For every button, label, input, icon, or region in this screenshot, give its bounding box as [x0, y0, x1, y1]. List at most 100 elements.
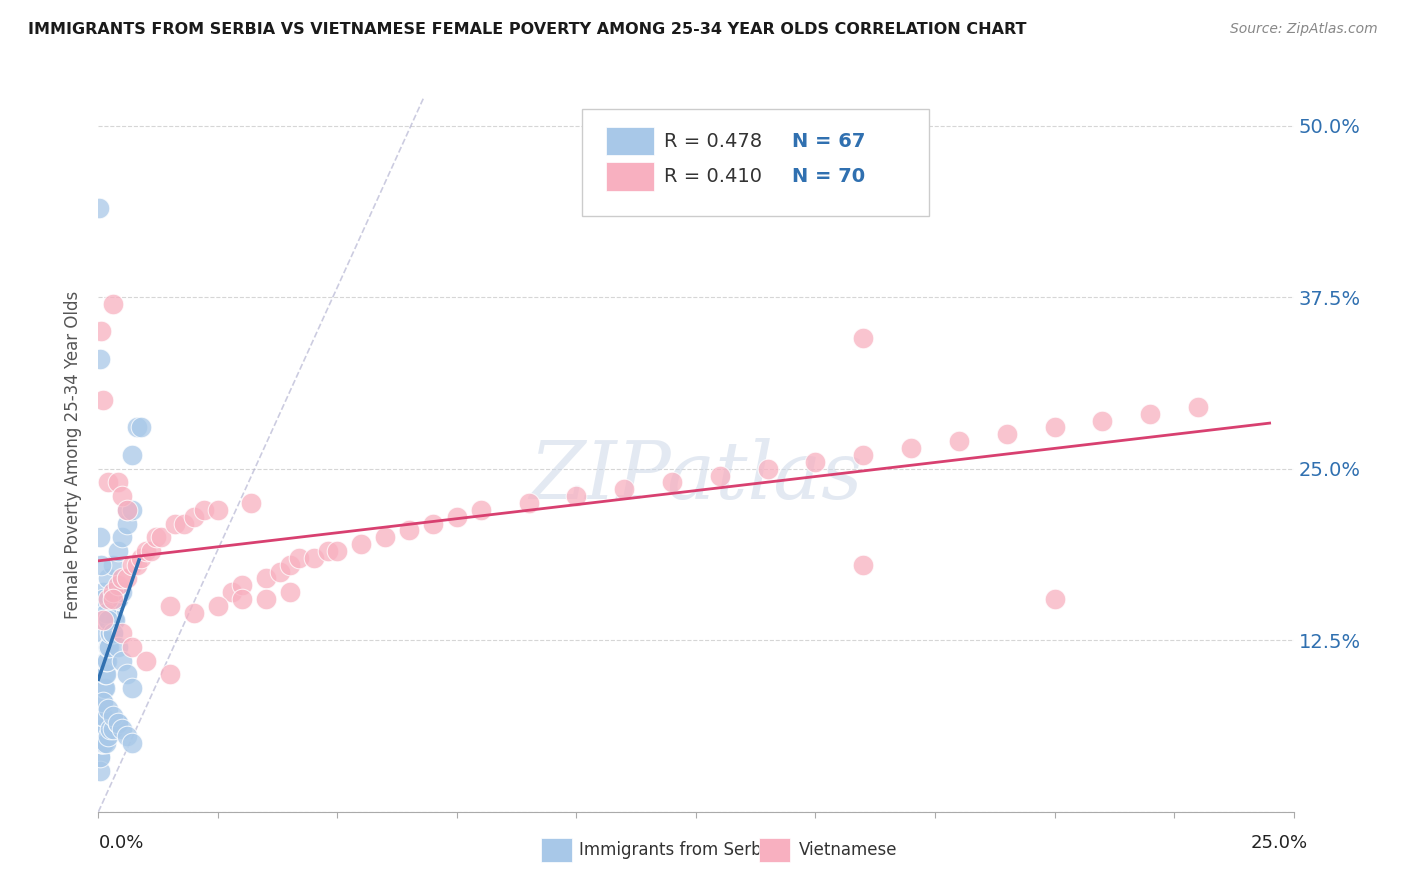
Point: [91, 613, 114, 627]
Point: [97, 640, 120, 654]
Point: [101, 708, 124, 723]
Point: [96, 654, 118, 668]
Point: [101, 599, 124, 613]
Point: [91, 708, 114, 723]
Point: [97, 729, 120, 743]
Point: [107, 592, 129, 607]
Point: [900, 441, 922, 455]
Text: R = 0.478: R = 0.478: [664, 132, 762, 151]
Point: [661, 475, 683, 490]
Point: [111, 723, 134, 737]
Point: [1091, 414, 1114, 428]
Point: [98, 723, 122, 737]
Point: [121, 640, 143, 654]
Point: [422, 516, 444, 531]
Point: [135, 544, 157, 558]
Point: [93, 681, 115, 696]
Point: [93, 736, 115, 750]
Point: [101, 592, 124, 607]
Point: [1043, 592, 1066, 607]
Point: [107, 715, 129, 730]
Point: [173, 516, 195, 531]
Point: [97, 475, 120, 490]
Point: [288, 550, 311, 565]
Point: [125, 420, 148, 434]
FancyBboxPatch shape: [606, 127, 654, 155]
Text: 0.0%: 0.0%: [98, 834, 143, 852]
Point: [89, 351, 111, 366]
Point: [374, 530, 396, 544]
Point: [111, 654, 134, 668]
Point: [207, 599, 229, 613]
Point: [89, 201, 111, 215]
Point: [104, 613, 127, 627]
Point: [91, 585, 114, 599]
Point: [103, 613, 125, 627]
Point: [115, 729, 138, 743]
Point: [254, 592, 277, 607]
Point: [111, 626, 134, 640]
Point: [101, 558, 124, 572]
Point: [101, 585, 124, 599]
Point: [101, 723, 124, 737]
Point: [94, 654, 117, 668]
Text: Vietnamese: Vietnamese: [799, 841, 897, 859]
Point: [97, 613, 120, 627]
Point: [108, 585, 131, 599]
Point: [91, 695, 114, 709]
Point: [93, 681, 115, 696]
Point: [1187, 400, 1209, 414]
Point: [90, 723, 112, 737]
Point: [756, 461, 779, 475]
Point: [131, 550, 153, 565]
Point: [97, 571, 120, 585]
Point: [89, 530, 111, 544]
Point: [565, 489, 588, 503]
Point: [163, 516, 186, 531]
Point: [91, 626, 114, 640]
Text: N = 67: N = 67: [792, 132, 865, 151]
Point: [115, 516, 138, 531]
Point: [852, 448, 875, 462]
Point: [302, 550, 325, 565]
Point: [115, 503, 138, 517]
Point: [131, 420, 153, 434]
Point: [90, 723, 112, 737]
Point: [107, 475, 129, 490]
Point: [231, 592, 253, 607]
Text: Immigrants from Serbia: Immigrants from Serbia: [579, 841, 776, 859]
Point: [139, 544, 162, 558]
Point: [90, 736, 112, 750]
Point: [613, 482, 636, 496]
Point: [1043, 420, 1066, 434]
Point: [278, 558, 301, 572]
Point: [89, 749, 111, 764]
Point: [852, 558, 875, 572]
Point: [90, 325, 112, 339]
Text: R = 0.410: R = 0.410: [664, 167, 762, 186]
Point: [135, 654, 157, 668]
Point: [804, 455, 827, 469]
Point: [89, 749, 111, 764]
Point: [91, 695, 114, 709]
Point: [995, 427, 1018, 442]
Point: [97, 613, 120, 627]
Point: [94, 606, 117, 620]
Point: [107, 592, 129, 607]
Point: [107, 640, 129, 654]
Point: [94, 667, 117, 681]
Point: [709, 468, 731, 483]
Point: [240, 496, 263, 510]
FancyBboxPatch shape: [606, 162, 654, 191]
Point: [107, 578, 129, 592]
Point: [90, 558, 112, 572]
Point: [159, 599, 181, 613]
Point: [145, 530, 167, 544]
Point: [101, 626, 124, 640]
Point: [278, 585, 301, 599]
Point: [193, 503, 215, 517]
Point: [107, 544, 129, 558]
Point: [446, 509, 468, 524]
Point: [90, 736, 112, 750]
Point: [326, 544, 349, 558]
